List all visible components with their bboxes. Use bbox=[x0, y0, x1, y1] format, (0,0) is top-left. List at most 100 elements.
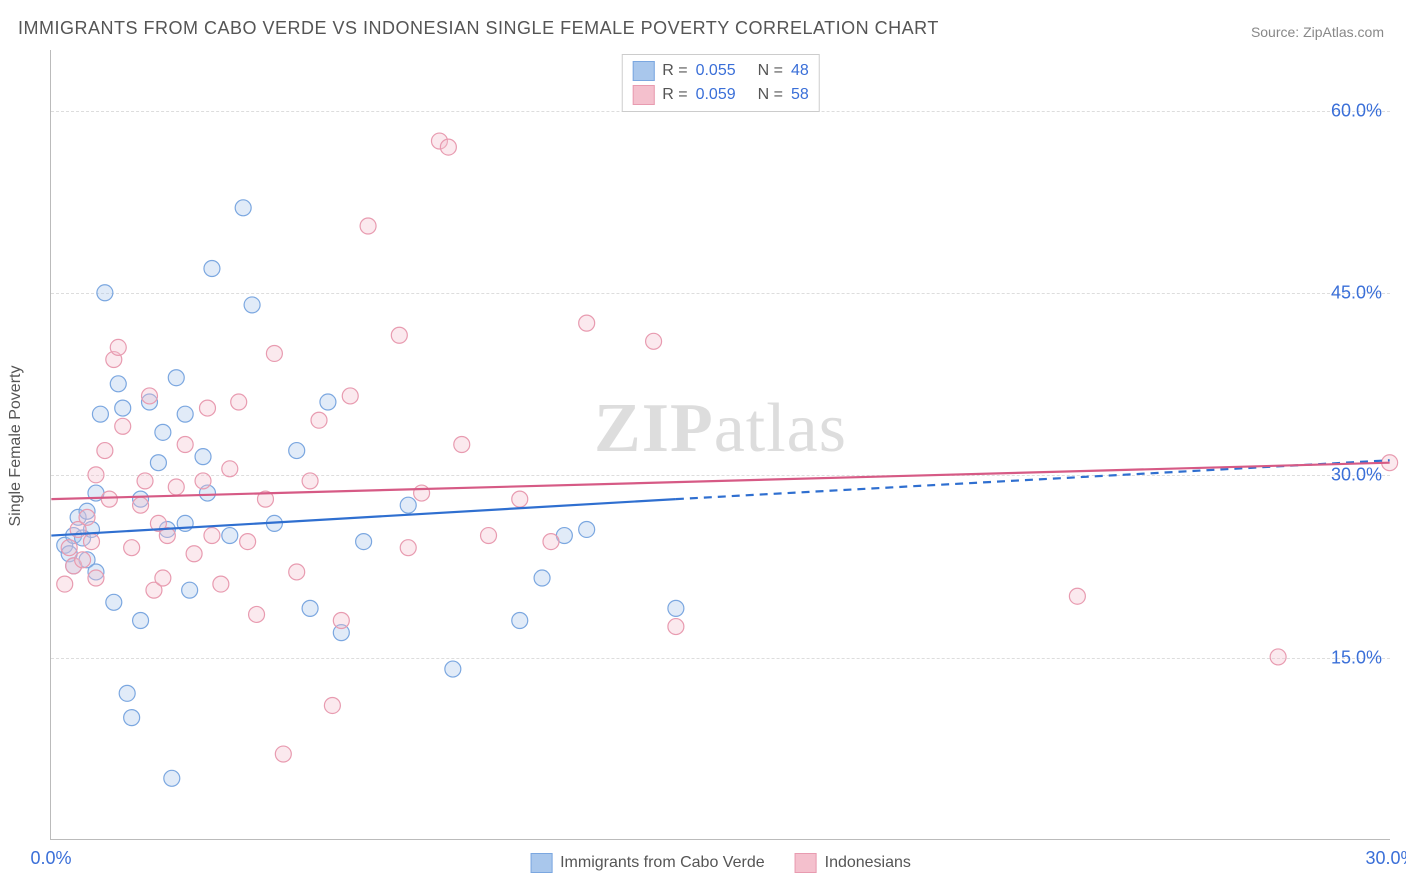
data-point bbox=[333, 613, 349, 629]
data-point bbox=[481, 528, 497, 544]
data-point bbox=[244, 297, 260, 313]
data-point bbox=[84, 534, 100, 550]
data-point bbox=[204, 261, 220, 277]
data-point bbox=[195, 449, 211, 465]
data-point bbox=[119, 685, 135, 701]
trend-line bbox=[51, 463, 1389, 499]
x-tick-label: 0.0% bbox=[30, 848, 71, 869]
data-point bbox=[235, 200, 251, 216]
data-point bbox=[106, 594, 122, 610]
data-point bbox=[133, 497, 149, 513]
x-tick-label: 30.0% bbox=[1365, 848, 1406, 869]
data-point bbox=[275, 746, 291, 762]
data-point bbox=[400, 497, 416, 513]
data-point bbox=[186, 546, 202, 562]
data-point bbox=[231, 394, 247, 410]
data-point bbox=[579, 521, 595, 537]
data-point bbox=[124, 540, 140, 556]
data-point bbox=[266, 345, 282, 361]
data-point bbox=[199, 400, 215, 416]
data-point bbox=[311, 412, 327, 428]
source-attribution: Source: ZipAtlas.com bbox=[1251, 24, 1384, 40]
data-point bbox=[168, 479, 184, 495]
data-point bbox=[240, 534, 256, 550]
data-point bbox=[289, 564, 305, 580]
legend-row-series-2: R = 0.059 N = 58 bbox=[632, 83, 809, 107]
chart-title: IMMIGRANTS FROM CABO VERDE VS INDONESIAN… bbox=[18, 18, 939, 39]
swatch-series-1 bbox=[632, 61, 654, 81]
data-point bbox=[97, 285, 113, 301]
data-point bbox=[110, 376, 126, 392]
data-point bbox=[115, 418, 131, 434]
data-point bbox=[88, 570, 104, 586]
data-point bbox=[302, 600, 318, 616]
swatch-series-2 bbox=[632, 85, 654, 105]
series-legend: Immigrants from Cabo Verde Indonesians bbox=[530, 853, 911, 873]
n-label: N = bbox=[758, 86, 783, 104]
data-point bbox=[155, 424, 171, 440]
plot-area: ZIPatlas 15.0%30.0%45.0%60.0% 0.0%30.0% … bbox=[50, 50, 1390, 840]
data-point bbox=[342, 388, 358, 404]
data-point bbox=[222, 528, 238, 544]
r-label: R = bbox=[662, 62, 687, 80]
y-axis-title: Single Female Poverty bbox=[7, 366, 25, 527]
data-point bbox=[92, 406, 108, 422]
n-value-1: 48 bbox=[791, 62, 809, 80]
source-label: Source: bbox=[1251, 24, 1299, 40]
data-point bbox=[302, 473, 318, 489]
data-point bbox=[454, 437, 470, 453]
r-value-1: 0.055 bbox=[696, 62, 736, 80]
plot-svg bbox=[51, 50, 1390, 839]
data-point bbox=[400, 540, 416, 556]
legend-label-2: Indonesians bbox=[825, 854, 911, 872]
data-point bbox=[512, 491, 528, 507]
data-point bbox=[133, 613, 149, 629]
data-point bbox=[440, 139, 456, 155]
data-point bbox=[356, 534, 372, 550]
data-point bbox=[204, 528, 220, 544]
data-point bbox=[414, 485, 430, 501]
data-point bbox=[222, 461, 238, 477]
swatch-series-2 bbox=[795, 853, 817, 873]
correlation-chart: IMMIGRANTS FROM CABO VERDE VS INDONESIAN… bbox=[0, 0, 1406, 892]
data-point bbox=[289, 443, 305, 459]
data-point bbox=[512, 613, 528, 629]
data-point bbox=[75, 552, 91, 568]
r-label: R = bbox=[662, 86, 687, 104]
r-value-2: 0.059 bbox=[696, 86, 736, 104]
legend-label-1: Immigrants from Cabo Verde bbox=[560, 854, 765, 872]
data-point bbox=[360, 218, 376, 234]
data-point bbox=[1270, 649, 1286, 665]
swatch-series-1 bbox=[530, 853, 552, 873]
data-point bbox=[534, 570, 550, 586]
legend-row-series-1: R = 0.055 N = 48 bbox=[632, 59, 809, 83]
data-point bbox=[391, 327, 407, 343]
data-point bbox=[168, 370, 184, 386]
data-point bbox=[150, 455, 166, 471]
data-point bbox=[668, 600, 684, 616]
data-point bbox=[1069, 588, 1085, 604]
data-point bbox=[177, 437, 193, 453]
data-point bbox=[668, 619, 684, 635]
data-point bbox=[115, 400, 131, 416]
data-point bbox=[543, 534, 559, 550]
correlation-legend: R = 0.055 N = 48 R = 0.059 N = 58 bbox=[621, 54, 820, 112]
data-point bbox=[646, 333, 662, 349]
legend-item-1: Immigrants from Cabo Verde bbox=[530, 853, 765, 873]
data-point bbox=[137, 473, 153, 489]
legend-item-2: Indonesians bbox=[795, 853, 911, 873]
data-point bbox=[61, 540, 77, 556]
data-point bbox=[155, 570, 171, 586]
data-point bbox=[110, 339, 126, 355]
data-point bbox=[182, 582, 198, 598]
source-value: ZipAtlas.com bbox=[1303, 24, 1384, 40]
data-point bbox=[249, 606, 265, 622]
n-label: N = bbox=[758, 62, 783, 80]
n-value-2: 58 bbox=[791, 86, 809, 104]
data-point bbox=[57, 576, 73, 592]
data-point bbox=[324, 697, 340, 713]
data-point bbox=[79, 509, 95, 525]
data-point bbox=[195, 473, 211, 489]
data-point bbox=[320, 394, 336, 410]
data-point bbox=[142, 388, 158, 404]
